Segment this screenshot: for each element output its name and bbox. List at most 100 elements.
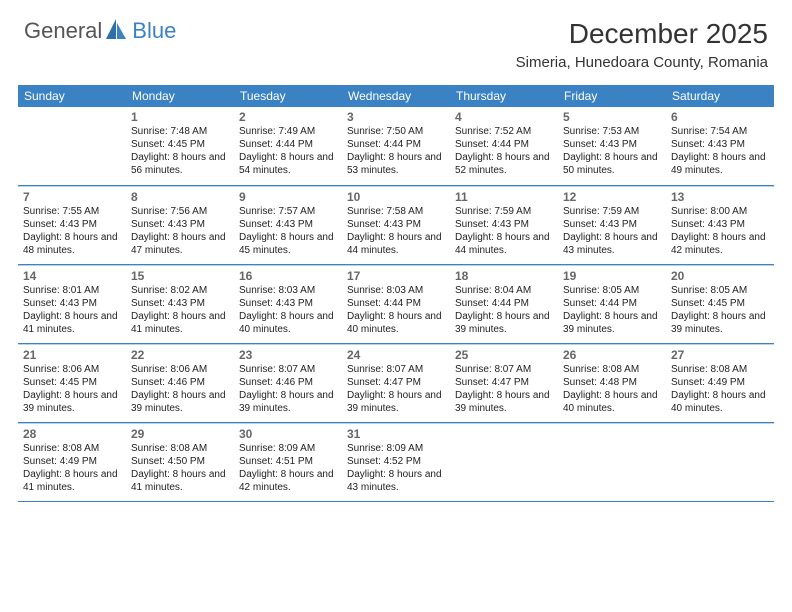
day-number: 17 — [347, 269, 445, 283]
daylight-line: Daylight: 8 hours and 56 minutes. — [131, 151, 229, 177]
daylight-line: Daylight: 8 hours and 39 minutes. — [455, 389, 553, 415]
day-cell: 27Sunrise: 8:08 AMSunset: 4:49 PMDayligh… — [666, 344, 774, 422]
sunset-line: Sunset: 4:44 PM — [563, 297, 661, 310]
day-number: 18 — [455, 269, 553, 283]
day-of-week-header: SundayMondayTuesdayWednesdayThursdayFrid… — [18, 85, 774, 107]
day-number: 9 — [239, 190, 337, 204]
day-cell: 7Sunrise: 7:55 AMSunset: 4:43 PMDaylight… — [18, 186, 126, 264]
day-number: 26 — [563, 348, 661, 362]
day-number: 6 — [671, 110, 769, 124]
day-number: 16 — [239, 269, 337, 283]
sunrise-line: Sunrise: 7:50 AM — [347, 125, 445, 138]
daylight-line: Daylight: 8 hours and 54 minutes. — [239, 151, 337, 177]
sunrise-line: Sunrise: 8:08 AM — [563, 363, 661, 376]
day-number: 23 — [239, 348, 337, 362]
sunrise-line: Sunrise: 8:07 AM — [455, 363, 553, 376]
sunrise-line: Sunrise: 8:05 AM — [671, 284, 769, 297]
day-number: 4 — [455, 110, 553, 124]
sunset-line: Sunset: 4:52 PM — [347, 455, 445, 468]
sunset-line: Sunset: 4:44 PM — [347, 138, 445, 151]
day-cell: 28Sunrise: 8:08 AMSunset: 4:49 PMDayligh… — [18, 423, 126, 501]
sunrise-line: Sunrise: 7:48 AM — [131, 125, 229, 138]
daylight-line: Daylight: 8 hours and 39 minutes. — [23, 389, 121, 415]
day-cell: 1Sunrise: 7:48 AMSunset: 4:45 PMDaylight… — [126, 107, 234, 185]
day-cell: 31Sunrise: 8:09 AMSunset: 4:52 PMDayligh… — [342, 423, 450, 501]
week-row: 1Sunrise: 7:48 AMSunset: 4:45 PMDaylight… — [18, 107, 774, 186]
day-cell: 22Sunrise: 8:06 AMSunset: 4:46 PMDayligh… — [126, 344, 234, 422]
sunset-line: Sunset: 4:43 PM — [239, 297, 337, 310]
sunrise-line: Sunrise: 8:04 AM — [455, 284, 553, 297]
daylight-line: Daylight: 8 hours and 45 minutes. — [239, 231, 337, 257]
sunrise-line: Sunrise: 8:01 AM — [23, 284, 121, 297]
sunset-line: Sunset: 4:45 PM — [23, 376, 121, 389]
day-number: 19 — [563, 269, 661, 283]
day-cell: 23Sunrise: 8:07 AMSunset: 4:46 PMDayligh… — [234, 344, 342, 422]
day-cell: 9Sunrise: 7:57 AMSunset: 4:43 PMDaylight… — [234, 186, 342, 264]
dow-cell: Sunday — [18, 85, 126, 107]
logo-text-general: General — [24, 18, 102, 44]
day-number: 10 — [347, 190, 445, 204]
sunrise-line: Sunrise: 8:09 AM — [239, 442, 337, 455]
sunrise-line: Sunrise: 8:06 AM — [131, 363, 229, 376]
day-cell: 16Sunrise: 8:03 AMSunset: 4:43 PMDayligh… — [234, 265, 342, 343]
day-number: 3 — [347, 110, 445, 124]
dow-cell: Saturday — [666, 85, 774, 107]
day-cell: 14Sunrise: 8:01 AMSunset: 4:43 PMDayligh… — [18, 265, 126, 343]
daylight-line: Daylight: 8 hours and 43 minutes. — [563, 231, 661, 257]
day-cell — [558, 423, 666, 501]
day-cell — [18, 107, 126, 185]
day-number: 5 — [563, 110, 661, 124]
daylight-line: Daylight: 8 hours and 50 minutes. — [563, 151, 661, 177]
sunrise-line: Sunrise: 7:56 AM — [131, 205, 229, 218]
week-row: 14Sunrise: 8:01 AMSunset: 4:43 PMDayligh… — [18, 265, 774, 344]
daylight-line: Daylight: 8 hours and 39 minutes. — [671, 310, 769, 336]
month-title: December 2025 — [516, 18, 768, 50]
day-cell — [666, 423, 774, 501]
sunrise-line: Sunrise: 8:03 AM — [239, 284, 337, 297]
dow-cell: Wednesday — [342, 85, 450, 107]
sunset-line: Sunset: 4:43 PM — [347, 218, 445, 231]
day-cell: 5Sunrise: 7:53 AMSunset: 4:43 PMDaylight… — [558, 107, 666, 185]
day-cell: 2Sunrise: 7:49 AMSunset: 4:44 PMDaylight… — [234, 107, 342, 185]
sunrise-line: Sunrise: 7:49 AM — [239, 125, 337, 138]
daylight-line: Daylight: 8 hours and 42 minutes. — [239, 468, 337, 494]
sunrise-line: Sunrise: 8:09 AM — [347, 442, 445, 455]
daylight-line: Daylight: 8 hours and 39 minutes. — [239, 389, 337, 415]
sunset-line: Sunset: 4:43 PM — [239, 218, 337, 231]
title-block: December 2025 Simeria, Hunedoara County,… — [516, 18, 768, 71]
day-number: 31 — [347, 427, 445, 441]
daylight-line: Daylight: 8 hours and 41 minutes. — [23, 468, 121, 494]
day-cell: 13Sunrise: 8:00 AMSunset: 4:43 PMDayligh… — [666, 186, 774, 264]
sunset-line: Sunset: 4:43 PM — [23, 297, 121, 310]
day-number: 2 — [239, 110, 337, 124]
day-number: 15 — [131, 269, 229, 283]
sunset-line: Sunset: 4:43 PM — [131, 297, 229, 310]
day-number: 11 — [455, 190, 553, 204]
sunrise-line: Sunrise: 7:57 AM — [239, 205, 337, 218]
day-cell: 26Sunrise: 8:08 AMSunset: 4:48 PMDayligh… — [558, 344, 666, 422]
sunset-line: Sunset: 4:44 PM — [347, 297, 445, 310]
day-number: 24 — [347, 348, 445, 362]
daylight-line: Daylight: 8 hours and 53 minutes. — [347, 151, 445, 177]
daylight-line: Daylight: 8 hours and 41 minutes. — [23, 310, 121, 336]
day-cell: 20Sunrise: 8:05 AMSunset: 4:45 PMDayligh… — [666, 265, 774, 343]
sunset-line: Sunset: 4:49 PM — [671, 376, 769, 389]
day-number: 30 — [239, 427, 337, 441]
sunset-line: Sunset: 4:45 PM — [131, 138, 229, 151]
sunrise-line: Sunrise: 8:06 AM — [23, 363, 121, 376]
sunrise-line: Sunrise: 7:59 AM — [455, 205, 553, 218]
sunset-line: Sunset: 4:43 PM — [563, 218, 661, 231]
day-number: 22 — [131, 348, 229, 362]
day-cell: 4Sunrise: 7:52 AMSunset: 4:44 PMDaylight… — [450, 107, 558, 185]
logo-sail-icon — [106, 19, 128, 44]
sunset-line: Sunset: 4:43 PM — [671, 138, 769, 151]
sunrise-line: Sunrise: 8:00 AM — [671, 205, 769, 218]
sunrise-line: Sunrise: 8:07 AM — [239, 363, 337, 376]
logo-text-blue: Blue — [132, 18, 176, 44]
sunset-line: Sunset: 4:51 PM — [239, 455, 337, 468]
dow-cell: Monday — [126, 85, 234, 107]
sunset-line: Sunset: 4:43 PM — [563, 138, 661, 151]
sunrise-line: Sunrise: 7:53 AM — [563, 125, 661, 138]
sunrise-line: Sunrise: 8:08 AM — [671, 363, 769, 376]
day-cell — [450, 423, 558, 501]
